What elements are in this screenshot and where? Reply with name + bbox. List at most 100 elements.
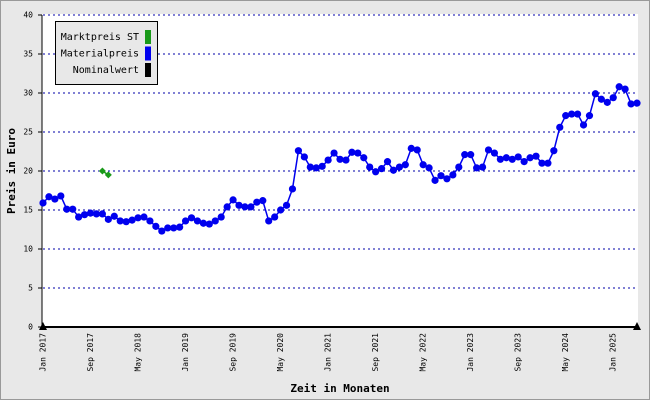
x-tick-label: May 2022 — [419, 333, 428, 372]
y-tick-label: 40 — [23, 11, 33, 20]
point — [437, 172, 445, 180]
point — [75, 213, 83, 221]
point — [443, 175, 451, 183]
point — [128, 216, 136, 224]
point — [45, 193, 53, 201]
point — [591, 90, 600, 98]
point — [170, 224, 178, 232]
point — [401, 161, 409, 169]
point — [187, 214, 196, 222]
point — [389, 166, 398, 174]
point — [383, 158, 392, 166]
y-axis-title: Preis in Euro — [5, 128, 18, 214]
x-tick-label: Sep 2021 — [371, 333, 380, 372]
point — [484, 146, 493, 154]
point — [39, 199, 47, 207]
point — [603, 98, 611, 106]
point — [193, 217, 202, 225]
point — [57, 192, 65, 200]
legend-label: Materialpreis — [61, 49, 139, 60]
end-marker — [633, 322, 641, 330]
y-tick-label: 20 — [23, 167, 33, 176]
legend-swatch — [145, 46, 151, 61]
point — [235, 201, 243, 209]
point — [164, 224, 172, 232]
x-tick-label: Jan 2021 — [324, 333, 333, 372]
point — [633, 99, 641, 107]
point — [110, 212, 118, 220]
x-tick-label: Sep 2017 — [86, 333, 95, 372]
legend-label: Marktpreis ST — [61, 32, 139, 43]
x-tick-label: May 2018 — [134, 333, 143, 372]
point — [538, 159, 546, 167]
point — [526, 154, 534, 162]
point — [86, 209, 95, 217]
end-marker — [39, 322, 47, 330]
point — [98, 167, 106, 175]
point — [395, 163, 403, 171]
point — [490, 149, 499, 157]
point — [336, 155, 344, 163]
point — [556, 123, 564, 131]
point — [568, 110, 576, 118]
y-tick-label: 15 — [23, 206, 33, 215]
x-tick-label: Jan 2023 — [466, 333, 475, 372]
y-tick-label: 25 — [23, 128, 33, 137]
point — [300, 153, 308, 161]
point — [354, 149, 362, 157]
x-tick-label: Sep 2019 — [229, 333, 238, 372]
point — [259, 197, 267, 205]
point — [277, 206, 285, 214]
point — [134, 214, 142, 222]
y-tick-label: 35 — [23, 50, 33, 59]
point — [478, 163, 487, 171]
point — [288, 185, 297, 193]
point — [615, 83, 623, 91]
point — [247, 203, 255, 211]
point — [282, 201, 291, 209]
point — [449, 171, 457, 179]
point — [431, 176, 439, 184]
point — [122, 218, 130, 226]
point — [425, 164, 433, 172]
point — [609, 94, 617, 102]
point — [51, 195, 59, 203]
point — [104, 171, 112, 179]
y-tick-label: 30 — [23, 89, 33, 98]
legend: Marktpreis ST Materialpreis Nominalwert — [55, 21, 158, 85]
point — [585, 112, 594, 120]
point — [461, 151, 469, 159]
point — [627, 100, 635, 108]
point — [597, 95, 605, 103]
point — [508, 155, 516, 163]
point — [69, 205, 77, 213]
point — [579, 121, 588, 129]
point — [205, 220, 213, 228]
legend-box — [55, 21, 158, 85]
point — [348, 148, 356, 156]
point — [621, 85, 629, 93]
point — [360, 154, 368, 162]
point — [330, 149, 338, 157]
y-tick-label: 5 — [28, 284, 33, 293]
point — [152, 222, 160, 230]
point — [342, 156, 350, 164]
legend-label: Nominalwert — [73, 65, 139, 76]
point — [318, 162, 326, 170]
point — [372, 168, 380, 176]
point — [217, 213, 225, 221]
x-tick-label: Jan 2019 — [181, 333, 190, 372]
x-tick-label: Jan 2017 — [39, 333, 48, 372]
point — [253, 198, 261, 206]
legend-swatch — [145, 30, 151, 44]
point — [562, 112, 570, 120]
x-tick-label: May 2020 — [276, 333, 285, 372]
x-tick-label: Sep 2023 — [514, 333, 523, 372]
point — [116, 217, 124, 225]
point — [377, 165, 386, 173]
point — [312, 164, 320, 172]
point — [496, 155, 504, 163]
point — [324, 156, 332, 164]
point — [63, 205, 71, 213]
legend-swatch — [145, 63, 151, 77]
